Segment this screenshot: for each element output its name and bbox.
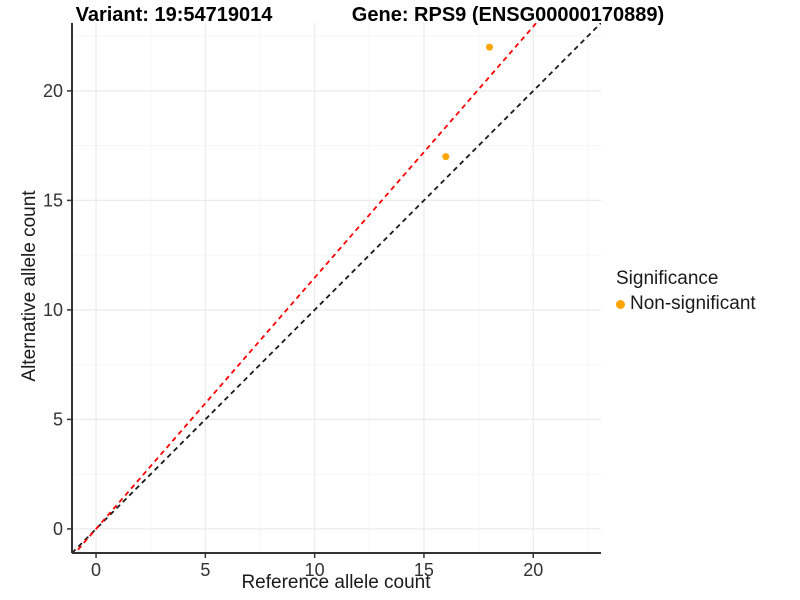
x-tick-label: 5 [200, 560, 210, 580]
y-tick-label: 0 [53, 519, 63, 539]
x-axis-label: Reference allele count [241, 572, 431, 593]
data-point [442, 153, 450, 161]
y-tick-label: 10 [43, 300, 63, 320]
legend-item: Non-significant [616, 293, 756, 315]
plot-title-variant: Variant: 19:54719014 [75, 4, 273, 26]
data-point [486, 43, 494, 51]
legend-item-label: Non-significant [630, 293, 756, 314]
legend-title: Significance [616, 268, 719, 289]
y-tick-label: 20 [43, 81, 63, 101]
x-tick-label: 10 [305, 560, 325, 580]
legend-point-marker-icon [616, 299, 625, 309]
x-tick-label: 0 [91, 560, 101, 580]
y-tick-label: 5 [53, 409, 63, 429]
legend: Significance Non-significant [616, 268, 756, 315]
x-tick-label: 20 [523, 560, 543, 580]
y-tick-label: 15 [43, 190, 63, 210]
y-axis-label: Alternative allele count [19, 190, 40, 382]
identity-line [72, 23, 601, 553]
plot-title-gene: Gene: RPS9 (ENSG00000170889) [351, 4, 665, 26]
x-tick-label: 15 [414, 560, 434, 580]
